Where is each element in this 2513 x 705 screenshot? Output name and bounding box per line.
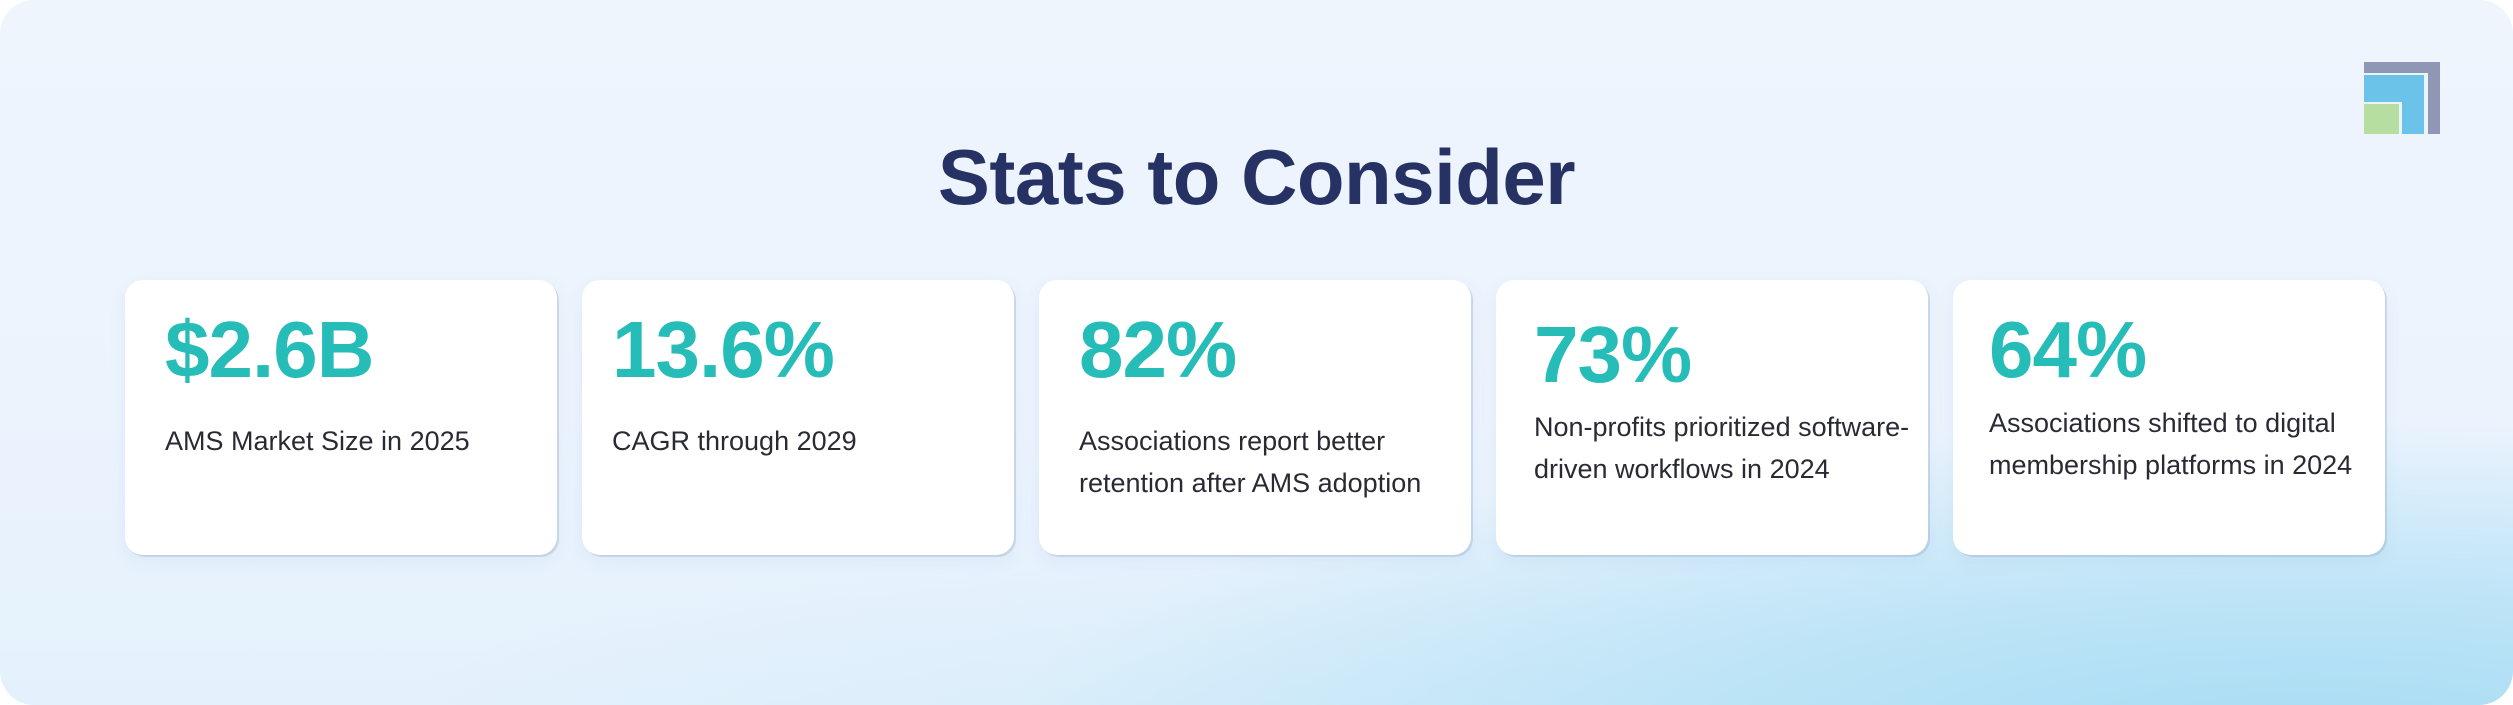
stat-label: Associations shifted to digital membersh… <box>1989 408 2353 480</box>
stat-label: Associations report better retention aft… <box>1079 426 1422 498</box>
logo-front-square <box>2364 104 2399 134</box>
stat-value: 82% <box>1079 305 1237 394</box>
company-logo-icon <box>2364 62 2440 134</box>
stat-card-workflows: 73% Non-profits prioritized software-dri… <box>1496 280 1928 555</box>
stat-label: AMS Market Size in 2025 <box>165 426 470 456</box>
stat-label: Non-profits prioritized software-driven … <box>1534 412 1910 484</box>
stat-value: 13.6% <box>612 305 835 394</box>
stat-card-market-size: $2.6B AMS Market Size in 2025 <box>125 280 557 555</box>
stat-card-retention: 82% Associations report better retention… <box>1039 280 1471 555</box>
stat-value: $2.6B <box>165 305 374 394</box>
stat-label: CAGR through 2029 <box>612 426 857 456</box>
page-title: Stats to Consider <box>937 133 1576 221</box>
stat-card-cagr: 13.6% CAGR through 2029 <box>582 280 1014 555</box>
stat-card-digital-platforms: 64% Associations shifted to digital memb… <box>1953 280 2385 555</box>
stat-value: 64% <box>1989 305 2147 394</box>
stat-value: 73% <box>1534 310 1692 399</box>
